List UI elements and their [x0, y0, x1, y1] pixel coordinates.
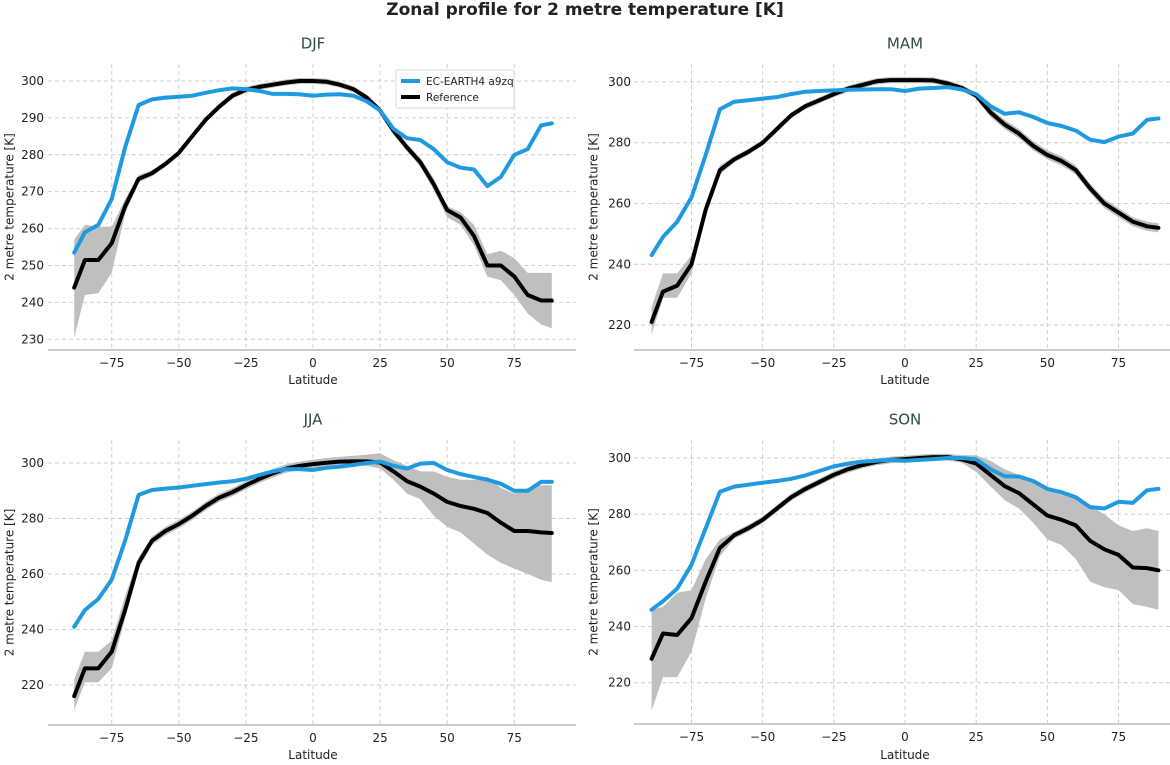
x-tick-label: −50	[166, 356, 191, 370]
plot-area	[72, 78, 554, 338]
reference-spread-band	[74, 453, 552, 710]
panel-title: JJA	[303, 411, 324, 429]
model-line	[649, 85, 1161, 258]
reference-line	[649, 78, 1161, 324]
x-tick-label: 50	[1040, 356, 1055, 370]
x-tick-label: −25	[233, 356, 258, 370]
y-tick-label: 250	[21, 258, 44, 272]
x-tick-label: 0	[901, 730, 909, 744]
y-tick-label: 300	[608, 451, 631, 465]
legend: EC-EARTH4 a9zq Reference	[395, 69, 515, 109]
reference-spread-band	[651, 453, 1159, 711]
x-tick-label: −25	[821, 356, 846, 370]
figure-title: Zonal profile for 2 metre temperature [K…	[386, 0, 784, 20]
y-tick-label: 240	[608, 620, 631, 634]
panel-title: MAM	[887, 35, 923, 53]
y-tick-label: 220	[21, 678, 44, 692]
y-axis-label: 2 metre temperature [K]	[587, 508, 601, 656]
plot-area	[649, 77, 1161, 335]
reference-line	[72, 79, 554, 303]
x-axis-label: Latitude	[288, 373, 337, 387]
x-tick-label: 75	[1111, 356, 1126, 370]
y-tick-label: 240	[21, 295, 44, 309]
y-tick-label: 300	[608, 75, 631, 89]
y-tick-label: 280	[21, 148, 44, 162]
reference-spread-band	[651, 77, 1159, 335]
panel-mam: MAM −75 −50 −25 0 25 50 75 220 240 260 280 300 Latitu…	[587, 35, 1170, 387]
y-tick-label: 290	[21, 111, 44, 125]
x-tick-label: −75	[99, 731, 124, 745]
y-tick-label: 220	[608, 676, 631, 690]
x-tick-label: 0	[309, 356, 317, 370]
y-tick-label: 270	[21, 185, 44, 199]
x-tick-label: 25	[969, 356, 984, 370]
x-axis-label: Latitude	[880, 748, 929, 762]
y-tick-label: 260	[608, 563, 631, 577]
x-tick-label: 75	[507, 356, 522, 370]
x-tick-label: 50	[1040, 730, 1055, 744]
x-axis-label: Latitude	[288, 748, 337, 762]
panel-jja: JJA −75 −50 −25 0 25 50 75 220 240 260 280 300 Latitu…	[3, 411, 576, 762]
x-tick-label: −25	[821, 730, 846, 744]
y-axis-label: 2 metre temperature [K]	[587, 133, 601, 281]
x-tick-label: 50	[440, 731, 455, 745]
x-tick-label: 75	[507, 731, 522, 745]
x-tick-label: −25	[233, 731, 258, 745]
x-axis-label: Latitude	[880, 373, 929, 387]
x-tick-label: −50	[166, 731, 191, 745]
y-tick-label: 260	[608, 197, 631, 211]
model-line	[72, 86, 554, 255]
x-tick-label: 75	[1111, 730, 1126, 744]
plot-area	[72, 453, 554, 710]
x-tick-label: −50	[750, 730, 775, 744]
y-tick-label: 280	[608, 507, 631, 521]
legend-label: Reference	[426, 92, 479, 104]
x-tick-label: −50	[750, 356, 775, 370]
y-tick-label: 280	[608, 136, 631, 150]
model-line	[72, 459, 554, 629]
x-tick-label: 0	[309, 731, 317, 745]
plot-area	[649, 453, 1161, 711]
x-tick-label: −75	[99, 356, 124, 370]
y-axis-label: 2 metre temperature [K]	[3, 133, 17, 281]
x-tick-label: 25	[372, 731, 387, 745]
x-tick-label: −75	[679, 730, 704, 744]
legend-box	[395, 69, 515, 109]
x-tick-label: 25	[969, 730, 984, 744]
y-tick-label: 220	[608, 318, 631, 332]
y-tick-label: 240	[608, 257, 631, 271]
panel-title: DJF	[301, 35, 326, 53]
y-tick-label: 260	[21, 222, 44, 236]
y-axis-label: 2 metre temperature [K]	[3, 509, 17, 657]
model-line	[649, 456, 1161, 612]
panel-son: SON −75 −50 −25 0 25 50 75 220 240 260 280 300 Latitu…	[587, 411, 1170, 762]
y-tick-label: 300	[21, 74, 44, 88]
x-tick-label: 0	[901, 356, 909, 370]
y-tick-label: 240	[21, 623, 44, 637]
panel-djf: DJF −75 −50 −25 0 25 50 75 230 240 250 260 270 280 290…	[3, 35, 576, 387]
reference-line	[72, 459, 554, 699]
x-tick-label: 50	[440, 356, 455, 370]
y-tick-label: 230	[21, 332, 44, 346]
y-tick-label: 300	[21, 456, 44, 470]
y-tick-label: 280	[21, 512, 44, 526]
panel-title: SON	[889, 411, 922, 429]
legend-label: EC-EARTH4 a9zq	[426, 76, 514, 88]
y-tick-label: 260	[21, 567, 44, 581]
x-tick-label: −75	[679, 356, 704, 370]
x-tick-label: 25	[372, 356, 387, 370]
